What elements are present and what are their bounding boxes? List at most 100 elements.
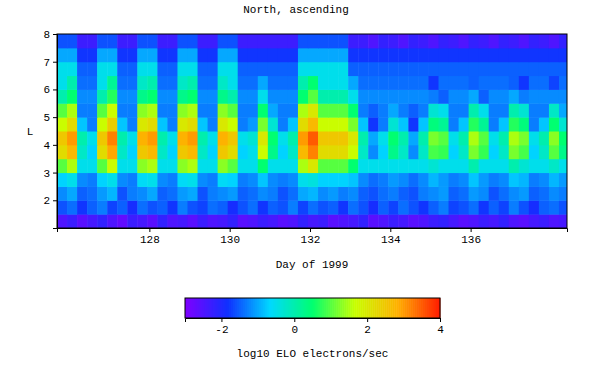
heatmap-cell xyxy=(539,186,550,200)
heatmap-cell xyxy=(147,117,158,131)
heatmap-cell xyxy=(147,62,158,76)
heatmap-cell xyxy=(328,145,339,159)
heatmap-cell xyxy=(198,76,209,90)
heatmap-cell xyxy=(428,34,439,48)
heatmap-cell xyxy=(127,48,138,62)
heatmap-cell xyxy=(228,89,239,103)
heatmap-cell xyxy=(107,89,118,103)
heatmap-cell xyxy=(388,76,399,90)
heatmap-cell xyxy=(378,117,389,131)
chart: 1281301321341362345678North, ascendingDa… xyxy=(0,0,592,367)
heatmap-cell xyxy=(489,186,500,200)
heatmap-cell xyxy=(539,145,550,159)
heatmap-cell xyxy=(358,159,369,173)
heatmap-cell xyxy=(398,89,409,103)
heatmap-cell xyxy=(198,173,209,187)
heatmap-cell xyxy=(218,48,229,62)
heatmap-cell xyxy=(358,117,369,131)
heatmap-cell xyxy=(97,145,108,159)
heatmap-cell xyxy=(509,89,520,103)
heatmap-cell xyxy=(238,76,249,90)
heatmap-cell xyxy=(238,159,249,173)
y-axis-tick-label: 3 xyxy=(43,168,50,180)
heatmap-cell xyxy=(248,34,259,48)
heatmap-cell xyxy=(127,200,138,214)
colorbar-axis-tick-label: 0 xyxy=(291,324,298,336)
heatmap-cell xyxy=(328,103,339,117)
heatmap-cell xyxy=(258,76,269,90)
heatmap-cell xyxy=(499,103,510,117)
heatmap-cell xyxy=(539,131,550,145)
heatmap-cell xyxy=(97,131,108,145)
heatmap-cell xyxy=(67,117,78,131)
heatmap-cell xyxy=(177,145,188,159)
heatmap-cell xyxy=(147,145,158,159)
heatmap-cell xyxy=(459,145,470,159)
heatmap-cell xyxy=(328,48,339,62)
heatmap-cell xyxy=(388,103,399,117)
heatmap-cell xyxy=(368,62,379,76)
heatmap-cell xyxy=(428,103,439,117)
y-axis-tick: 5 xyxy=(43,112,57,124)
heatmap-cell xyxy=(97,62,108,76)
heatmap-cell xyxy=(288,117,299,131)
heatmap-cell xyxy=(479,159,490,173)
heatmap-cell xyxy=(188,34,199,48)
heatmap-cell xyxy=(288,173,299,187)
heatmap-cell xyxy=(238,131,249,145)
heatmap-cell xyxy=(298,103,309,117)
heatmap-cell xyxy=(469,186,480,200)
heatmap-cell xyxy=(308,76,319,90)
heatmap-cell xyxy=(338,76,349,90)
heatmap-cell xyxy=(238,200,249,214)
heatmap-cell xyxy=(318,62,329,76)
heatmap-cell xyxy=(228,131,239,145)
heatmap-cell xyxy=(358,76,369,90)
heatmap-cell xyxy=(509,159,520,173)
heatmap-cell xyxy=(489,48,500,62)
heatmap-cell xyxy=(509,200,520,214)
heatmap-cell xyxy=(428,89,439,103)
heatmap-cell xyxy=(67,89,78,103)
heatmap-cell xyxy=(489,76,500,90)
heatmap-cell xyxy=(258,62,269,76)
heatmap-cell xyxy=(248,173,259,187)
heatmap-cell xyxy=(479,173,490,187)
heatmap-cell xyxy=(469,159,480,173)
heatmap-cell xyxy=(238,103,249,117)
heatmap-cell xyxy=(338,131,349,145)
heatmap-cell xyxy=(147,186,158,200)
heatmap-cell xyxy=(157,145,168,159)
heatmap-cell xyxy=(489,34,500,48)
colorbar-axis-tick-label: -2 xyxy=(215,324,228,336)
heatmap-cell xyxy=(459,76,470,90)
heatmap-cell xyxy=(157,200,168,214)
heatmap-cell xyxy=(509,76,520,90)
heatmap-cell xyxy=(489,131,500,145)
heatmap-cell xyxy=(529,89,540,103)
heatmap-cell xyxy=(97,103,108,117)
heatmap-cell xyxy=(218,159,229,173)
heatmap-cell xyxy=(97,214,108,228)
heatmap-cell xyxy=(198,145,209,159)
heatmap-cell xyxy=(208,214,219,228)
heatmap-cell xyxy=(278,34,289,48)
heatmap-cell xyxy=(57,34,68,48)
heatmap-cell xyxy=(559,62,567,76)
heatmap-cell xyxy=(127,34,138,48)
heatmap-cell xyxy=(278,76,289,90)
heatmap-cell xyxy=(519,103,530,117)
heatmap-cell xyxy=(177,117,188,131)
background xyxy=(0,0,592,367)
heatmap-cell xyxy=(519,76,530,90)
heatmap-cell xyxy=(218,103,229,117)
heatmap-cell xyxy=(288,34,299,48)
heatmap-cell xyxy=(157,117,168,131)
heatmap-cell xyxy=(218,186,229,200)
heatmap-cell xyxy=(328,159,339,173)
heatmap-cell xyxy=(198,186,209,200)
heatmap-cell xyxy=(228,214,239,228)
heatmap-cell xyxy=(87,103,98,117)
heatmap-cell xyxy=(228,173,239,187)
heatmap-cell xyxy=(278,117,289,131)
